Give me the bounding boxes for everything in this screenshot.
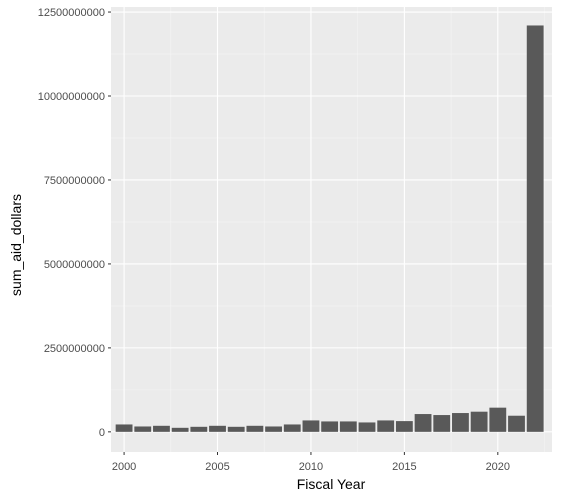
bar-2007 [246,425,264,432]
minor-gridlines [111,7,552,452]
bar-2021 [508,415,525,432]
bar-2016 [414,414,432,432]
x-tick-label: 2015 [392,461,416,473]
bar-2005 [209,425,226,432]
plot-panel [111,7,552,452]
bar-2015 [395,421,413,432]
bar-2002 [153,425,170,432]
y-tick-label: 5000000000 [44,259,105,271]
y-axis-title: sum_aid_dollars [8,194,24,296]
bar-2017 [433,415,451,432]
bar-2010 [302,420,320,432]
bar-2013 [358,422,376,432]
bar-2014 [377,420,395,432]
bar-2020 [489,407,507,432]
x-tick-label: 2005 [205,461,229,473]
y-tick-label: 0 [99,427,105,439]
x-tick-label: 2020 [486,461,510,473]
bar-2012 [339,421,357,432]
bar-2011 [321,421,339,432]
x-axis: 2000 2005 2010 2015 2020 [112,452,510,473]
bar-2008 [265,426,282,432]
bar-2018 [452,413,469,432]
x-axis-title: Fiscal Year [297,476,366,492]
x-tick-label: 2010 [299,461,323,473]
bar-2019 [470,411,488,432]
bar-2006 [227,426,245,432]
y-tick-label: 12500000000 [38,7,105,19]
y-tick-label: 7500000000 [44,175,105,187]
bar-2003 [171,427,189,432]
bar-2004 [190,426,208,432]
y-tick-label: 10000000000 [38,91,105,103]
bar-2009 [283,424,301,432]
bars [115,25,544,432]
bar-2000 [115,424,133,432]
y-axis: 0 2500000000 5000000000 7500000000 100000000… [38,7,111,439]
bar-2022 [526,25,544,432]
bar-2001 [134,426,152,432]
y-tick-label: 2500000000 [44,343,105,355]
x-tick-label: 2000 [112,461,136,473]
